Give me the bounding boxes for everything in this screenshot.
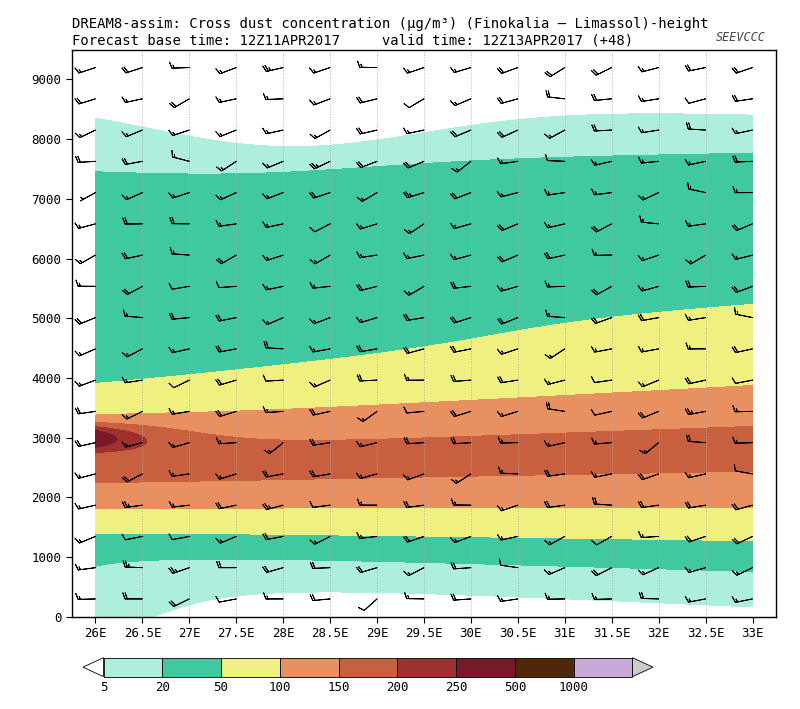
Text: 20: 20 xyxy=(154,681,170,694)
Bar xyxy=(574,658,633,676)
Bar xyxy=(221,658,280,676)
Text: 200: 200 xyxy=(386,681,409,694)
Text: 50: 50 xyxy=(214,681,229,694)
Bar xyxy=(515,658,574,676)
Bar xyxy=(280,658,338,676)
Polygon shape xyxy=(83,658,103,676)
Text: SEEVCCC: SEEVCCC xyxy=(715,31,766,44)
Bar xyxy=(456,658,515,676)
Polygon shape xyxy=(633,658,653,676)
Text: 100: 100 xyxy=(269,681,291,694)
Bar xyxy=(103,658,162,676)
Text: 250: 250 xyxy=(445,681,467,694)
Text: 1000: 1000 xyxy=(558,681,589,694)
Text: 150: 150 xyxy=(327,681,350,694)
Text: 5: 5 xyxy=(100,681,107,694)
Bar xyxy=(338,658,398,676)
Text: DREAM8-assim: Cross dust concentration (μg/m³) (Finokalia – Limassol)-height
For: DREAM8-assim: Cross dust concentration (… xyxy=(72,17,709,47)
Bar xyxy=(162,658,221,676)
Bar xyxy=(398,658,456,676)
Text: 500: 500 xyxy=(504,681,526,694)
